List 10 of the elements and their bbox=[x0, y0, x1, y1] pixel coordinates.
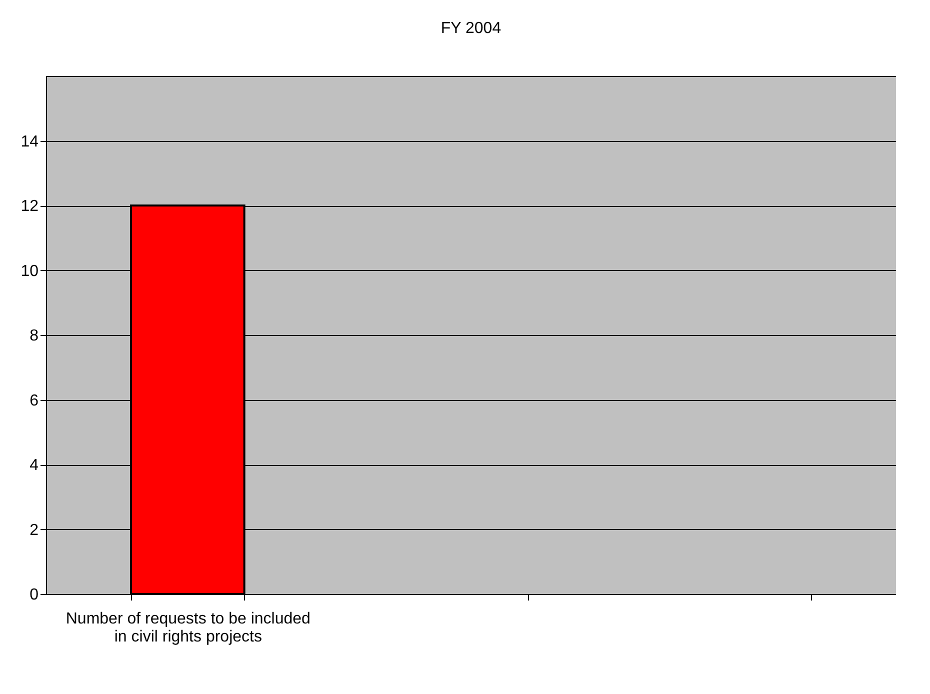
y-tick-label: 0 bbox=[30, 586, 39, 604]
y-tick-label: 4 bbox=[30, 457, 39, 474]
y-tick-label: 8 bbox=[30, 328, 39, 344]
y-tick-label: 2 bbox=[30, 522, 39, 539]
y-tick-label: 6 bbox=[30, 392, 39, 410]
x-tick-label: Number of requests to be included in civil rights projects bbox=[66, 610, 310, 646]
y-tick-label: 10 bbox=[20, 262, 39, 280]
y-tick-label: 14 bbox=[20, 133, 39, 150]
y-tick-label: 12 bbox=[20, 198, 39, 215]
chart-title: FY 2004 bbox=[440, 20, 502, 37]
